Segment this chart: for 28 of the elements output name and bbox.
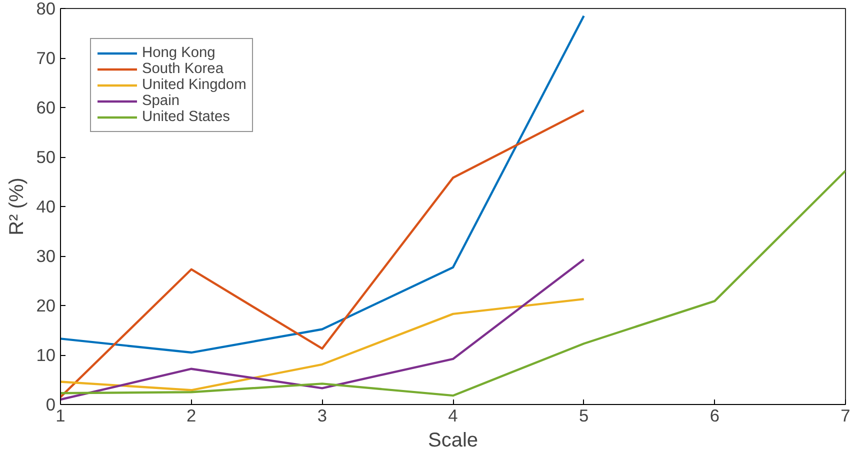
y-tick-label: 30	[36, 246, 56, 266]
legend-label: South Korea	[142, 61, 224, 77]
line-series	[60, 14, 585, 354]
line-series	[60, 170, 846, 397]
line-series	[60, 109, 585, 398]
x-axis-title: Scale	[428, 430, 478, 452]
legend-label: Spain	[142, 93, 180, 109]
x-tick-label: 4	[448, 406, 458, 426]
y-tick-label: 80	[36, 0, 56, 18]
y-tick-label: 60	[36, 98, 56, 118]
x-tick-label: 5	[579, 406, 589, 426]
x-tick-label: 2	[186, 406, 196, 426]
legend-label: Hong Kong	[142, 45, 216, 61]
legend-label: United States	[142, 109, 230, 125]
x-tick-label: 3	[317, 406, 327, 426]
line-series	[60, 258, 585, 401]
y-tick-label: 10	[36, 345, 56, 365]
legend-label: United Kingdom	[142, 77, 246, 93]
y-tick-label: 50	[36, 147, 56, 167]
y-tick-label: 40	[36, 196, 56, 216]
x-tick-label: 6	[710, 406, 720, 426]
x-tick-label: 7	[840, 406, 850, 426]
y-tick-label: 70	[36, 48, 56, 68]
y-axis-title: R² (%)	[6, 178, 28, 236]
line-series	[60, 298, 585, 392]
y-tick-label: 0	[46, 394, 56, 414]
x-tick-label: 1	[56, 406, 66, 426]
y-tick-label: 20	[36, 296, 56, 316]
